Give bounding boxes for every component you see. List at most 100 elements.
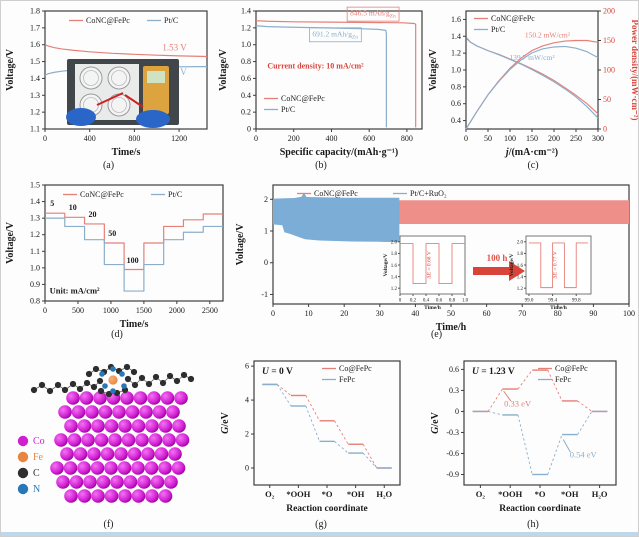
current-density-label: 10 bbox=[69, 203, 77, 212]
co-atom bbox=[94, 433, 109, 447]
reaction-step-label: *OH bbox=[347, 489, 365, 499]
energy-connector bbox=[577, 411, 593, 435]
y-tick-label: 0.4 bbox=[241, 91, 251, 100]
co-atom bbox=[104, 419, 119, 433]
y-tick-label: 0.9 bbox=[30, 280, 40, 289]
inset-y-tick: 1.2 bbox=[517, 287, 524, 292]
co-atom bbox=[58, 405, 72, 419]
c-atom bbox=[83, 379, 91, 387]
chart-shape bbox=[124, 94, 144, 108]
x-tick-label: 40 bbox=[411, 309, 419, 318]
inset-x-tick: 99.0 bbox=[525, 299, 534, 304]
co-atom bbox=[160, 391, 175, 405]
co-atom bbox=[147, 391, 161, 405]
co-atom bbox=[85, 405, 99, 419]
co-atom bbox=[104, 461, 118, 475]
fe-atom bbox=[108, 375, 118, 385]
y-tick-label: 0.8 bbox=[451, 82, 461, 91]
y-tick-label: 1.0 bbox=[241, 40, 251, 49]
y-tick-label: 1.6 bbox=[451, 15, 461, 24]
co-atom bbox=[117, 461, 132, 475]
c-atom bbox=[124, 375, 132, 383]
chart-shape bbox=[96, 92, 124, 106]
y-tick-label: 1.6 bbox=[30, 40, 40, 49]
c-atom bbox=[38, 381, 46, 389]
co-atom bbox=[121, 433, 136, 447]
panel-c-caption: (c) bbox=[527, 160, 539, 171]
current-density-label: 50 bbox=[108, 229, 116, 238]
co-atom bbox=[83, 475, 97, 489]
y-tick-label: 1.8 bbox=[30, 7, 40, 16]
inset-y-tick: 1.4 bbox=[391, 275, 398, 280]
y-tick-label: 1.7 bbox=[30, 23, 40, 32]
co-atom bbox=[100, 447, 115, 461]
n-atom bbox=[119, 371, 125, 377]
series-line bbox=[127, 374, 192, 386]
co-atom bbox=[166, 405, 180, 419]
y-tick-label: -0.9 bbox=[446, 470, 459, 479]
series-line bbox=[45, 217, 223, 292]
panel-h: 0.6 0.3 0 -0.3 -0.6 -0.9 O₂ *OOH *O *OH H₂O Reactio… bbox=[426, 341, 638, 534]
x-tick-label: 20 bbox=[340, 309, 348, 318]
y-axis-label: Voltage/V bbox=[428, 48, 439, 91]
atom-legend-label: Fe bbox=[33, 452, 44, 463]
potential-condition: U = 0 V bbox=[262, 367, 293, 377]
y-tick-label: 1.2 bbox=[451, 49, 461, 58]
inset-y-tick: 1.8 bbox=[517, 252, 524, 257]
panel-a-caption: (a) bbox=[102, 160, 115, 171]
y2-tick-label: 50 bbox=[603, 95, 611, 104]
fepc-molecule bbox=[30, 363, 195, 398]
n-atom bbox=[102, 383, 108, 389]
co-atom bbox=[131, 489, 146, 503]
co-atom bbox=[90, 461, 105, 475]
annotation: 1.53 V bbox=[162, 43, 187, 53]
c-atom bbox=[54, 381, 62, 389]
legend-label: Pt/C bbox=[164, 16, 178, 25]
energy-connector bbox=[276, 384, 292, 396]
atom-legend-swatch bbox=[17, 435, 29, 447]
y-tick-label: 1 bbox=[264, 227, 268, 236]
panel-g: 0 2 4 6 O₂ *OOH *O *OH H₂O Reaction coordinate G/e… bbox=[216, 341, 426, 534]
inset-x-tick: 99.4 bbox=[548, 299, 557, 304]
chart-g: 0 2 4 6 O₂ *OOH *O *OH H₂O Reaction coordinate G/e… bbox=[220, 360, 401, 514]
chart-shape: = 0 V bbox=[269, 367, 293, 377]
x-axis-label: j/(mA·cm⁻²) bbox=[504, 147, 558, 158]
energy-connector bbox=[577, 400, 593, 412]
co-atom bbox=[118, 419, 132, 433]
chart-shape: /eV bbox=[220, 411, 231, 427]
x-tick-label: 800 bbox=[401, 134, 413, 143]
co-atom bbox=[77, 419, 92, 433]
co-atom bbox=[144, 461, 159, 475]
legend-label: CoNC@FePc bbox=[86, 16, 130, 25]
y-tick-label: 0.6 bbox=[241, 74, 251, 83]
c-atom bbox=[187, 375, 195, 383]
co-atom bbox=[172, 419, 186, 433]
atomic-model-figure: Co Fe CN bbox=[17, 363, 195, 503]
chart-e: 0 10 20 30 40 50 60 70 80 90 100 -1 0 1 2 Time/h Voltage… bbox=[235, 184, 635, 333]
current-density-label: 100 bbox=[127, 256, 139, 265]
y2-axis-label: Power density/(mW·cm⁻²) bbox=[630, 19, 639, 120]
co-atom bbox=[125, 405, 140, 419]
n-atom bbox=[110, 388, 116, 394]
x-tick-label: 0 bbox=[464, 134, 468, 143]
n-atom bbox=[110, 366, 116, 372]
y-tick-label: 6 bbox=[245, 362, 249, 371]
energy-connector bbox=[517, 414, 533, 475]
legend-label: Pt/C bbox=[491, 25, 505, 34]
x-tick-label: 200 bbox=[288, 134, 300, 143]
annotation-leader bbox=[562, 439, 571, 453]
reaction-step-label: *OOH bbox=[498, 489, 522, 499]
inset-x-label: Time/h bbox=[424, 305, 441, 311]
x-tick-label: 50 bbox=[447, 309, 455, 318]
co-atom bbox=[137, 475, 151, 489]
c-atom bbox=[76, 385, 84, 393]
c-atom bbox=[92, 365, 100, 373]
co-atom bbox=[87, 447, 101, 461]
series-line bbox=[466, 38, 599, 119]
co-atom bbox=[145, 489, 159, 503]
y-tick-label: 1.5 bbox=[30, 57, 40, 66]
x-tick-label: 80 bbox=[554, 309, 562, 318]
co-atom bbox=[120, 391, 134, 405]
atom-legend-swatch bbox=[17, 451, 29, 463]
legend-label: Pt/C bbox=[281, 105, 295, 114]
